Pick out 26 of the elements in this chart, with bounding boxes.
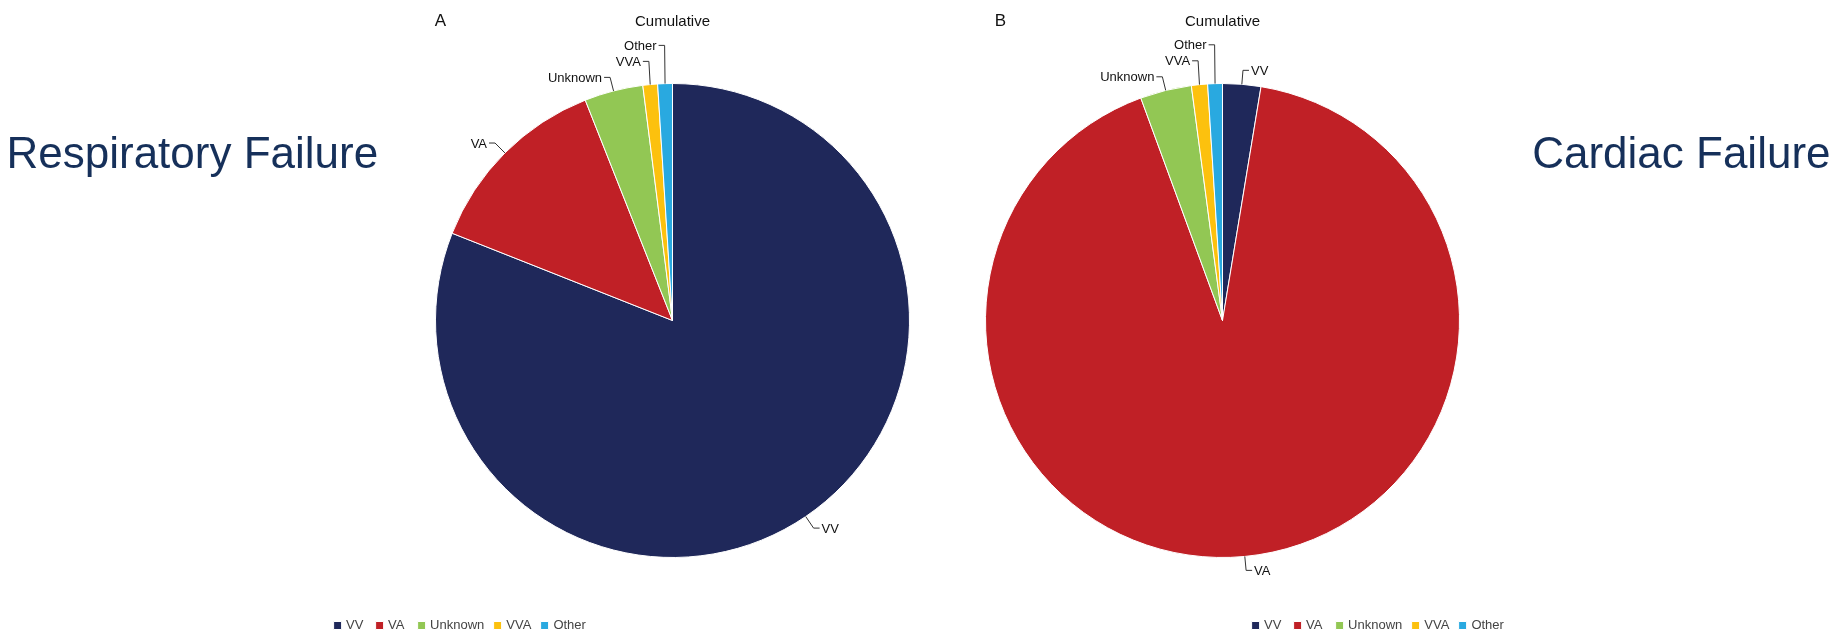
legend-label: Other xyxy=(553,617,586,632)
legend-label: VA xyxy=(388,617,406,632)
slice-label: VA xyxy=(1254,562,1271,578)
slice-label: VV xyxy=(821,520,840,536)
legend-label: Other xyxy=(1471,617,1504,632)
chart-title: Cumulative xyxy=(634,12,711,29)
legend-label: VVA xyxy=(506,617,532,632)
legend-label: Unknown xyxy=(1348,617,1403,632)
text: Cardiac Failure xyxy=(1532,128,1831,177)
chart-title: Cumulative xyxy=(1184,12,1261,29)
slice-label: Other xyxy=(624,37,658,53)
text: B xyxy=(994,11,1007,30)
legend-label: VA xyxy=(1306,617,1324,632)
slice-label: Unknown xyxy=(547,69,603,85)
legend-label: VVA xyxy=(1424,617,1450,632)
legend-label: VV xyxy=(1264,617,1283,632)
slice-label: VVA xyxy=(1165,53,1191,69)
legend-label: Unknown xyxy=(430,617,485,632)
slice-label: Other xyxy=(1174,37,1208,53)
slice-label: Unknown xyxy=(1100,69,1155,85)
legend-label: VV xyxy=(346,617,365,632)
text: A xyxy=(434,11,447,30)
slice-label: VVA xyxy=(615,53,642,69)
text: Respiratory Failure xyxy=(6,128,379,177)
slice-label: VV xyxy=(1250,62,1269,78)
slice-label: VA xyxy=(470,135,488,151)
